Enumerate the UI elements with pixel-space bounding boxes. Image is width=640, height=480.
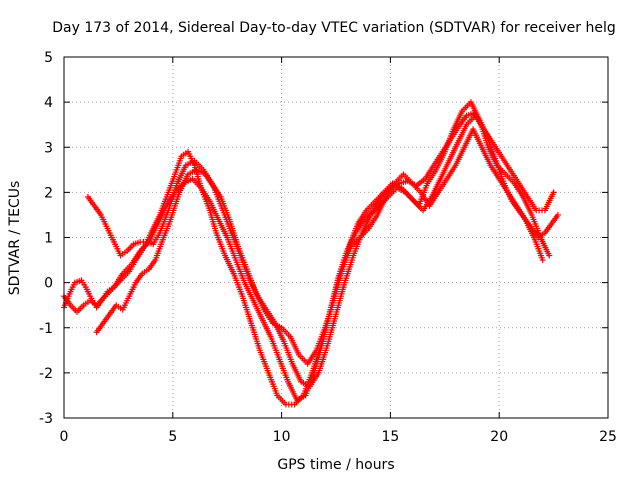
x-tick-label: 5 (168, 429, 177, 445)
y-tick-label: 0 (44, 276, 53, 292)
x-tick-label: 20 (490, 429, 508, 445)
y-tick-label: -2 (39, 366, 53, 382)
y-tick-label: -3 (39, 411, 53, 427)
y-tick-label: 1 (44, 231, 53, 247)
x-tick-label: 15 (381, 429, 399, 445)
x-tick-label: 0 (60, 429, 69, 445)
x-axis-label: GPS time / hours (277, 457, 394, 473)
y-tick-label: 3 (44, 140, 53, 156)
axis-ticks: 0 5 10 15 20 25 -3 -2 -1 0 1 2 3 4 5 (39, 50, 617, 445)
y-axis-label: SDTVAR / TECUs (7, 181, 23, 296)
chart-title: Day 173 of 2014, Sidereal Day-to-day VTE… (52, 20, 615, 36)
x-tick-label: 10 (273, 429, 291, 445)
x-tick-label: 25 (599, 429, 617, 445)
data-series (61, 99, 561, 408)
data-point-s0-447 (554, 211, 561, 218)
y-tick-label: 4 (44, 95, 53, 111)
data-point-s2-395 (539, 257, 546, 264)
grid (64, 57, 608, 418)
data-point-s1-434 (546, 252, 553, 259)
y-tick-label: -1 (39, 321, 53, 337)
y-tick-label: 5 (44, 50, 53, 66)
data-point-s3-408 (550, 189, 557, 196)
y-tick-label: 2 (44, 185, 53, 201)
